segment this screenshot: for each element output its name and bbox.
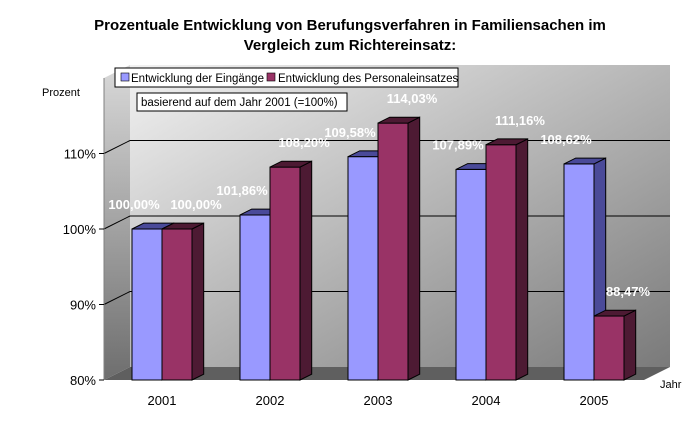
data-label: 114,03% bbox=[387, 91, 438, 106]
bar-front bbox=[593, 315, 625, 381]
x-tick-labels: 2001 2002 2003 2004 2005 bbox=[148, 393, 609, 408]
bar-front bbox=[377, 122, 409, 381]
note-box: basierend auf dem Jahr 2001 (=100%) bbox=[136, 92, 348, 112]
bar-front bbox=[239, 214, 271, 381]
data-label: 100,00% bbox=[108, 197, 160, 212]
gridline-side bbox=[103, 215, 131, 230]
bar-side bbox=[623, 309, 637, 381]
legend: Entwicklung der Eingänge Entwicklung des… bbox=[114, 67, 459, 88]
data-label: 107,89% bbox=[432, 138, 484, 153]
bar-top bbox=[563, 157, 606, 165]
x-tick-label: 2002 bbox=[256, 393, 285, 408]
data-label: 111,16% bbox=[495, 113, 545, 128]
bar-side bbox=[407, 116, 421, 381]
bars bbox=[131, 116, 637, 381]
note-frame bbox=[136, 92, 348, 112]
y-tick-label: 100% bbox=[63, 222, 97, 237]
y-tick-label: 90% bbox=[70, 298, 96, 313]
legend-label-personaleinsatz: Entwicklung des Personaleinsatzes bbox=[278, 73, 459, 85]
bar bbox=[161, 222, 205, 381]
chart-title-line-1: Prozentuale Entwicklung von Berufungsver… bbox=[94, 17, 606, 34]
bar-side bbox=[191, 222, 205, 381]
bar-front bbox=[347, 156, 379, 381]
bar-front bbox=[161, 228, 193, 381]
gridline-side bbox=[103, 140, 131, 154]
legend-swatch-personaleinsatz bbox=[266, 72, 276, 82]
bar-top bbox=[593, 309, 636, 317]
y-tick-label: 80% bbox=[70, 373, 96, 388]
legend-box bbox=[114, 67, 459, 88]
bar-front bbox=[269, 166, 301, 381]
bar bbox=[593, 309, 637, 381]
bar bbox=[485, 138, 529, 381]
data-label: 101,86% bbox=[216, 183, 268, 198]
y-tick-labels: 80% 90% 100% 110% bbox=[63, 147, 104, 388]
note-text: basierend auf dem Jahr 2001 (=100%) bbox=[141, 97, 338, 109]
legend-swatch-eingaenge bbox=[120, 72, 130, 82]
bar-top bbox=[485, 138, 528, 146]
bar-front bbox=[563, 163, 595, 381]
bar-front bbox=[455, 168, 487, 381]
y-axis-label: Prozent bbox=[42, 87, 80, 99]
y-tick-label: 110% bbox=[64, 147, 97, 162]
data-label: 108,20% bbox=[278, 135, 330, 150]
bar-top bbox=[269, 160, 312, 168]
x-tick-label: 2005 bbox=[580, 393, 609, 408]
x-tick-label: 2003 bbox=[364, 393, 393, 408]
chart-title-line-2: Vergleich zum Richtereinsatz: bbox=[244, 37, 457, 54]
data-label: 100,00% bbox=[170, 197, 222, 212]
bar-side bbox=[515, 138, 529, 381]
data-labels: 100,00% 100,00%101,86%108,20%109,58%114,0… bbox=[108, 91, 650, 299]
x-axis-label: Jahr bbox=[660, 379, 682, 391]
data-label: 109,58% bbox=[324, 125, 376, 140]
bar-side bbox=[299, 160, 313, 381]
bar-front bbox=[131, 228, 163, 381]
bar-top bbox=[377, 116, 420, 124]
bar-top bbox=[161, 222, 204, 230]
bar bbox=[269, 160, 313, 381]
data-label: 88,47% bbox=[606, 284, 651, 299]
x-tick-label: 2001 bbox=[148, 393, 177, 408]
bar bbox=[377, 116, 421, 381]
bar-front bbox=[485, 144, 517, 381]
gridline-side bbox=[103, 291, 131, 305]
x-tick-label: 2004 bbox=[472, 393, 501, 408]
legend-label-eingaenge: Entwicklung der Eingänge bbox=[131, 73, 264, 85]
data-label: 108,62% bbox=[540, 132, 592, 147]
